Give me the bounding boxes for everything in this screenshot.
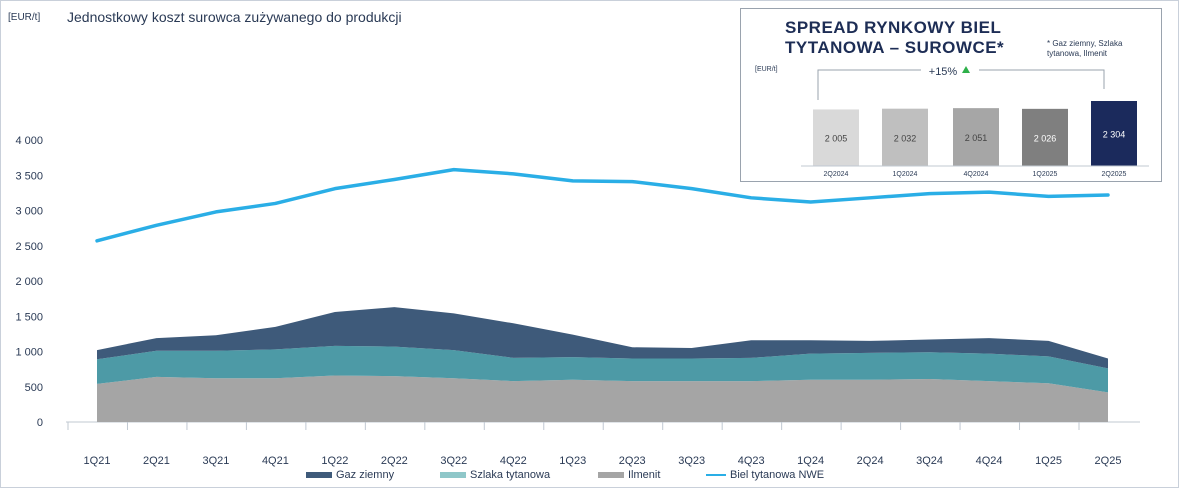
line-biel-tytanowa [95, 167, 1110, 243]
inset-footnote: * Gaz ziemny, Szlaka tytanowa, Ilmenit [1047, 39, 1123, 58]
x-tick-label-1Q22: 1Q22 [321, 455, 348, 467]
y-tick-label-2500: 2 500 [15, 241, 43, 253]
x-tick-label-1Q25: 1Q25 [1035, 455, 1062, 467]
x-tick-label-2Q25: 2Q25 [1095, 455, 1122, 467]
area-gaz [97, 307, 1108, 369]
bar-value-4Q2024: 2 051 [965, 133, 988, 143]
bar-value-2Q2025: 2 304 [1103, 130, 1126, 140]
bar-1Q2025 [1022, 108, 1068, 166]
y-tick-label-0: 0 [37, 417, 43, 429]
legend-gaz-label: Gaz ziemny [336, 469, 395, 481]
y-tick-label-3500: 3 500 [15, 170, 43, 182]
bar-category-1Q2025: 1Q2025 [1033, 171, 1058, 178]
bar-value-1Q2025: 2 026 [1034, 133, 1057, 143]
x-tick-label-2Q24: 2Q24 [857, 455, 884, 467]
x-tick-label-1Q24: 1Q24 [797, 455, 824, 467]
bar-category-2Q2025: 2Q2025 [1102, 171, 1127, 178]
x-tick-label-3Q22: 3Q22 [440, 455, 467, 467]
x-tick-label-3Q24: 3Q24 [916, 455, 943, 467]
x-tick-label-4Q24: 4Q24 [976, 455, 1003, 467]
x-tick-label-4Q23: 4Q23 [738, 455, 765, 467]
bar-category-2Q2024: 2Q2024 [824, 171, 849, 178]
x-tick-label-4Q21: 4Q21 [262, 455, 289, 467]
annotation-bg [921, 63, 979, 77]
bar-value-2Q2024: 2 005 [825, 134, 848, 144]
x-tick-label-3Q21: 3Q21 [202, 455, 229, 467]
legend-biel-label: Biel tytanowa NWE [730, 469, 825, 481]
y-tick-label-500: 500 [25, 382, 43, 394]
bar-category-1Q2024: 1Q2024 [893, 171, 918, 178]
legend-ilmenit: Ilmenit [598, 469, 660, 481]
y-tick-label-2000: 2 000 [15, 276, 43, 288]
x-tick-label-2Q21: 2Q21 [143, 455, 170, 467]
area-ilmenit [97, 375, 1108, 422]
legend-szlaka: Szlaka tytanowa [440, 469, 550, 481]
y-tick-label-1500: 1 500 [15, 311, 43, 323]
legend-biel-swatch [706, 474, 726, 477]
legend-gaz-swatch [306, 472, 332, 479]
inset-unit: [EUR/t] [755, 66, 778, 73]
legend-szlaka-swatch [440, 472, 466, 479]
bar-1Q2024 [882, 108, 928, 166]
x-tick-label-2Q23: 2Q23 [619, 455, 646, 467]
y-tick-label-1000: 1 000 [15, 347, 43, 359]
spread-inset: SPREAD RYNKOWY BIEL TYTANOWA – SUROWCE* … [740, 8, 1162, 182]
bar-value-1Q2024: 2 032 [894, 133, 917, 143]
x-tick-label-2Q22: 2Q22 [381, 455, 408, 467]
legend-ilmenit-label: Ilmenit [628, 469, 661, 481]
legend-szlaka-label: Szlaka tytanowa [470, 469, 551, 481]
spread-change-label: +15% [929, 66, 958, 78]
x-tick-label-4Q22: 4Q22 [500, 455, 527, 467]
area-szlaka [97, 345, 1108, 393]
bar-2Q2024 [813, 109, 859, 166]
inset-title: SPREAD RYNKOWY BIEL TYTANOWA – SUROWCE* [785, 18, 1005, 57]
legend-gaz: Gaz ziemny [306, 469, 394, 481]
up-triangle-icon [962, 66, 970, 73]
y-axis-unit: [EUR/t] [8, 12, 41, 23]
spread-bar-chart: +15% 2 005 2Q2024 2 032 1Q2024 2 051 4Q2024 2 0… [801, 63, 1149, 178]
bar-category-4Q2024: 4Q2024 [964, 171, 989, 178]
x-tick-label-1Q21: 1Q21 [84, 455, 111, 467]
x-tick-label-1Q23: 1Q23 [559, 455, 586, 467]
chart-title: Jednostkowy koszt surowca zużywanego do … [67, 9, 402, 25]
legend-ilmenit-swatch [598, 472, 624, 479]
bar-2Q2025 [1091, 101, 1137, 166]
x-tick-label-3Q23: 3Q23 [678, 455, 705, 467]
y-tick-label-4000: 4 000 [15, 135, 43, 147]
y-tick-label-3000: 3 000 [15, 206, 43, 218]
bar-4Q2024 [953, 108, 999, 166]
legend-biel: Biel tytanowa NWE [706, 469, 824, 481]
